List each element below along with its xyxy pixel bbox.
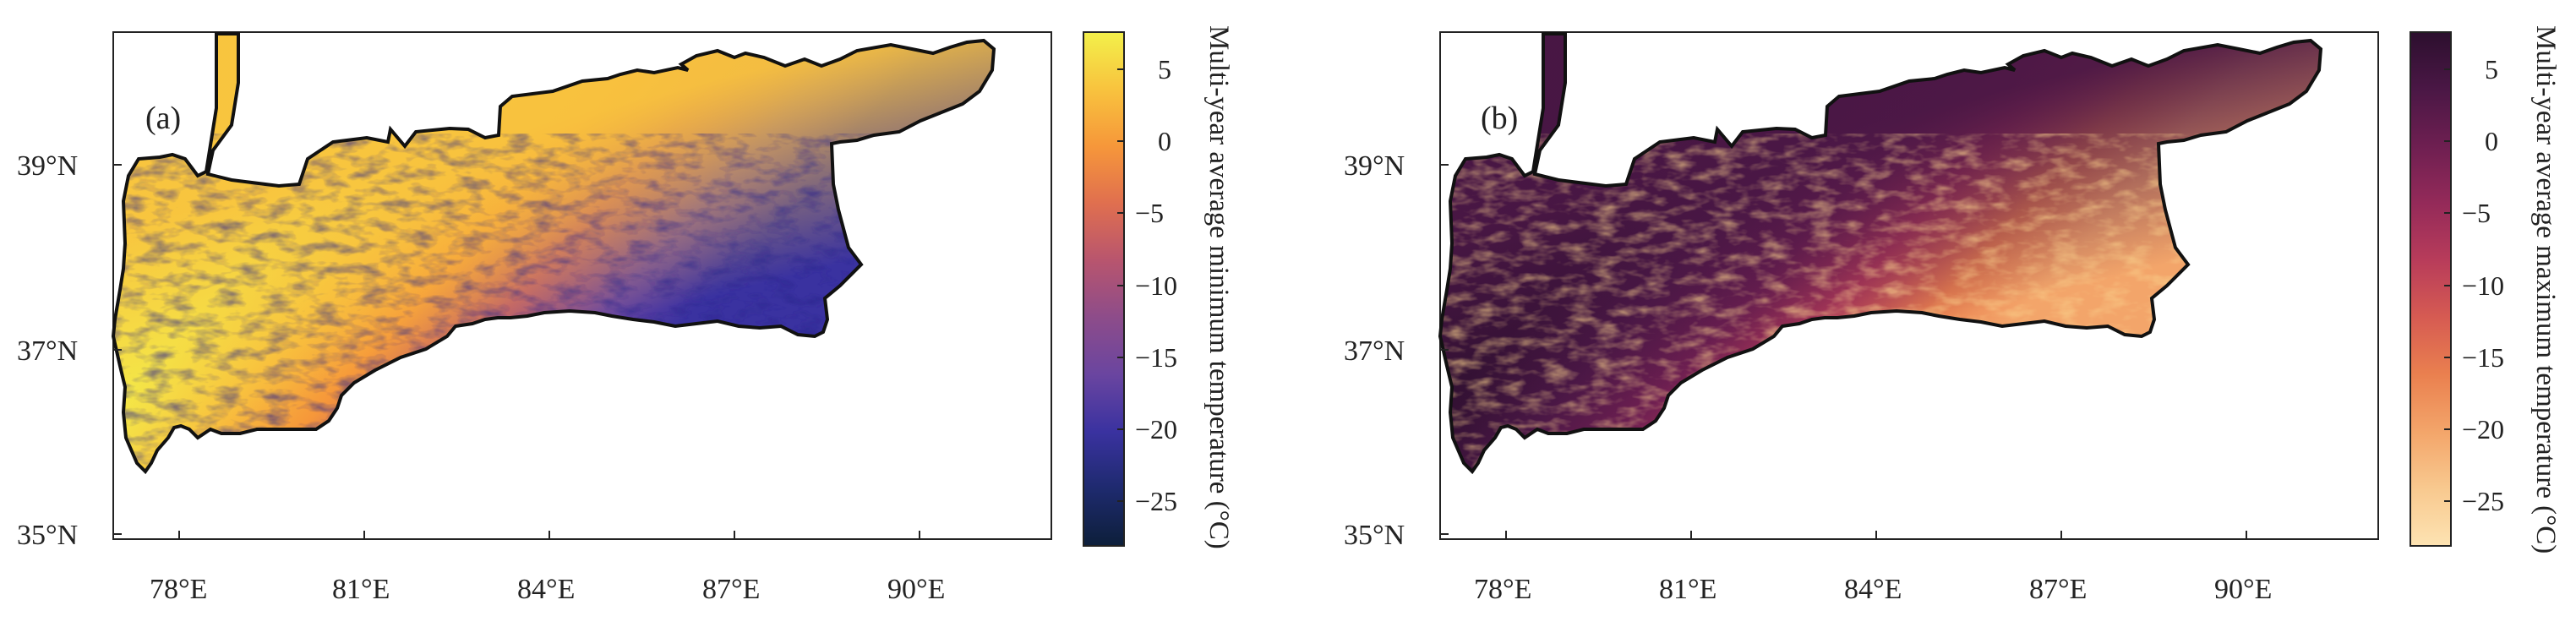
x-tick-label: 78°E <box>150 574 207 605</box>
region-map-a <box>111 32 996 475</box>
colorbar-b: 5 0 −5 −10 −15 −20 −25 Multi-year averag… <box>2410 25 2561 553</box>
y-tick-label: 39°N <box>17 150 78 182</box>
y-tick-label: 37°N <box>1344 335 1405 367</box>
colorbar-title: Multi-year average maximum temperature (… <box>2530 25 2561 553</box>
x-tick-label: 81°E <box>332 574 390 605</box>
x-tick-label: 90°E <box>2214 574 2272 605</box>
cb-tick-label: −25 <box>1135 486 1177 516</box>
colorbar-a: 5 0 −5 −10 −15 −20 −25 Multi-year averag… <box>1083 25 1234 549</box>
panel-a-map: (a) 78°E 81°E 84°E 87°E 90°E 39°N 37°N 3… <box>17 25 1234 605</box>
y-axis: 39°N 37°N 35°N <box>1344 150 1449 551</box>
cb-tick-label: 0 <box>1158 126 1171 156</box>
region-outline <box>1438 32 2323 475</box>
panel-tag-b: (b) <box>1481 101 1518 136</box>
panel-tag-a: (a) <box>145 101 181 136</box>
colorbar-ticks <box>1117 68 1124 502</box>
cb-tick-label: −5 <box>2462 198 2491 228</box>
cb-tick-label: 5 <box>1158 54 1171 85</box>
colorbar-ticks <box>2444 68 2451 502</box>
x-tick-label: 84°E <box>1844 574 1902 605</box>
y-tick-label: 37°N <box>17 335 78 367</box>
region-outline <box>111 32 996 475</box>
x-tick-label: 87°E <box>702 574 760 605</box>
x-axis: 78°E 81°E 84°E 87°E 90°E <box>1474 531 2272 605</box>
x-axis: 78°E 81°E 84°E 87°E 90°E <box>150 531 945 605</box>
y-tick-label: 35°N <box>1344 520 1405 551</box>
cb-tick-label: −10 <box>1135 270 1177 301</box>
x-tick-label: 90°E <box>887 574 945 605</box>
y-tick-label: 35°N <box>17 520 78 551</box>
cb-tick-label: 5 <box>2485 54 2498 85</box>
x-tick-label: 81°E <box>1659 574 1716 605</box>
cb-tick-label: −15 <box>1135 342 1177 373</box>
y-axis: 39°N 37°N 35°N <box>17 150 122 551</box>
cb-tick-label: −20 <box>1135 414 1177 444</box>
y-tick-label: 39°N <box>1344 150 1405 182</box>
x-tick-label: 84°E <box>517 574 575 605</box>
colorbar-title: Multi-year average minimum temperature (… <box>1203 25 1234 549</box>
cb-tick-label: −25 <box>2462 486 2504 516</box>
x-tick-label: 78°E <box>1474 574 1531 605</box>
cb-tick-label: −20 <box>2462 414 2504 444</box>
colorbar-gradient <box>1083 31 1125 547</box>
cb-tick-label: −15 <box>2462 342 2504 373</box>
cb-tick-label: −10 <box>2462 270 2504 301</box>
cb-tick-label: −5 <box>1135 198 1164 228</box>
colorbar-gradient <box>2410 31 2452 547</box>
x-tick-label: 87°E <box>2029 574 2087 605</box>
cb-tick-label: 0 <box>2485 126 2498 156</box>
panel-b-map: (b) 78°E 81°E 84°E 87°E 90°E 39°N 37°N 3… <box>1344 25 2561 605</box>
